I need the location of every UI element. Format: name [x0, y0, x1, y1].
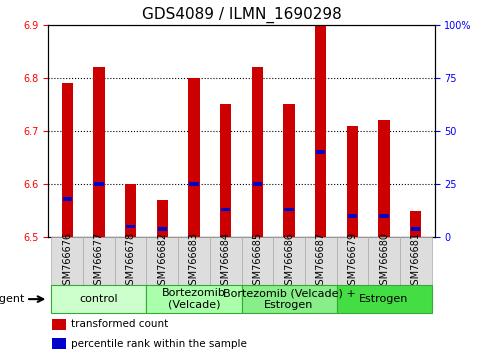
Bar — [126, 225, 135, 228]
Bar — [316, 150, 326, 154]
Bar — [52, 285, 146, 313]
Bar — [337, 237, 368, 285]
Text: transformed count: transformed count — [71, 319, 169, 330]
Title: GDS4089 / ILMN_1690298: GDS4089 / ILMN_1690298 — [142, 7, 341, 23]
Text: Estrogen: Estrogen — [359, 294, 409, 304]
Text: GSM766685: GSM766685 — [252, 232, 262, 291]
Text: percentile rank within the sample: percentile rank within the sample — [71, 339, 247, 349]
Text: GSM766682: GSM766682 — [157, 232, 167, 291]
Text: GSM766686: GSM766686 — [284, 232, 294, 291]
Bar — [188, 78, 199, 237]
Bar — [242, 237, 273, 285]
Bar — [63, 197, 72, 201]
Text: GSM766687: GSM766687 — [316, 232, 326, 291]
Bar — [52, 319, 66, 330]
Text: Bortezomib
(Velcade): Bortezomib (Velcade) — [162, 288, 226, 310]
Bar — [252, 67, 263, 237]
Bar — [189, 182, 199, 186]
Bar — [157, 200, 168, 237]
Bar — [379, 214, 389, 218]
Bar — [115, 237, 146, 285]
Bar — [284, 208, 294, 211]
Bar — [284, 104, 295, 237]
Text: GSM766680: GSM766680 — [379, 232, 389, 291]
Bar — [410, 211, 421, 237]
Text: GSM766684: GSM766684 — [221, 232, 231, 291]
Bar — [94, 182, 104, 186]
Bar — [242, 285, 337, 313]
Text: GSM766677: GSM766677 — [94, 232, 104, 291]
Bar — [210, 237, 242, 285]
Bar — [253, 182, 262, 186]
Bar — [125, 184, 136, 237]
Bar — [273, 237, 305, 285]
Bar — [146, 237, 178, 285]
Bar — [368, 237, 400, 285]
Bar — [146, 285, 242, 313]
Bar — [221, 208, 230, 211]
Bar — [305, 237, 337, 285]
Text: GSM766679: GSM766679 — [347, 232, 357, 291]
Bar — [178, 237, 210, 285]
Bar — [62, 83, 73, 237]
Bar — [52, 237, 83, 285]
Text: GSM766678: GSM766678 — [126, 232, 136, 291]
Text: GSM766681: GSM766681 — [411, 232, 421, 291]
Bar — [411, 227, 420, 230]
Bar — [83, 237, 115, 285]
Text: GSM766676: GSM766676 — [62, 232, 72, 291]
Text: agent: agent — [0, 294, 25, 304]
Text: GSM766683: GSM766683 — [189, 232, 199, 291]
Bar — [347, 126, 358, 237]
Bar — [337, 285, 431, 313]
Bar — [220, 104, 231, 237]
Text: Bortezomib (Velcade) +
Estrogen: Bortezomib (Velcade) + Estrogen — [223, 288, 355, 310]
Bar — [52, 338, 66, 349]
Bar — [379, 120, 390, 237]
Bar — [93, 67, 104, 237]
Bar — [348, 214, 357, 218]
Text: control: control — [80, 294, 118, 304]
Bar — [315, 25, 326, 237]
Bar — [400, 237, 431, 285]
Bar — [157, 227, 167, 230]
